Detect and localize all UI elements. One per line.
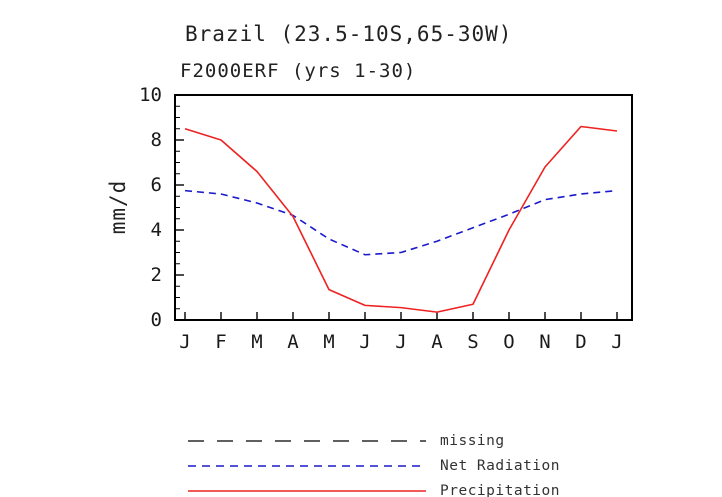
chart-title: Brazil (23.5-10S,65-30W): [185, 22, 513, 46]
svg-text:J: J: [359, 331, 370, 353]
svg-text:10: 10: [139, 84, 162, 106]
svg-text:F: F: [215, 331, 226, 353]
missing-line-sample: [188, 439, 426, 442]
chart-subtitle: F2000ERF (yrs 1-30): [180, 60, 417, 82]
legend: missing Net Radiation Precipitation: [188, 428, 608, 497]
svg-text:O: O: [503, 331, 514, 353]
precipitation-line-sample: [188, 489, 426, 492]
svg-text:M: M: [323, 331, 334, 353]
svg-text:4: 4: [151, 219, 162, 241]
svg-text:A: A: [431, 331, 443, 353]
legend-label-missing: missing: [440, 432, 505, 449]
legend-row-missing: missing: [188, 428, 608, 453]
svg-text:8: 8: [151, 129, 162, 151]
svg-text:A: A: [287, 331, 299, 353]
legend-row-net-radiation: Net Radiation: [188, 453, 608, 478]
svg-text:D: D: [575, 331, 586, 353]
svg-text:M: M: [251, 331, 262, 353]
legend-label-precipitation: Precipitation: [440, 482, 560, 497]
legend-row-precipitation: Precipitation: [188, 478, 608, 497]
svg-text:J: J: [179, 331, 190, 353]
svg-text:2: 2: [151, 264, 162, 286]
plot-area: 0 2 4 6 8 10 J F M A M J J A S O N D J: [139, 84, 633, 353]
svg-text:N: N: [539, 331, 550, 353]
svg-text:6: 6: [151, 174, 162, 196]
svg-text:S: S: [467, 331, 478, 353]
legend-label-net-radiation: Net Radiation: [440, 457, 560, 474]
svg-text:J: J: [395, 331, 406, 353]
svg-text:0: 0: [151, 309, 162, 331]
net-radiation-line-sample: [188, 464, 426, 467]
svg-text:J: J: [611, 331, 622, 353]
